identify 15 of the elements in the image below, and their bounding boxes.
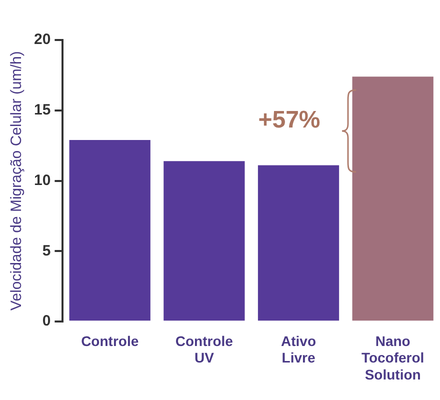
y-tick-label: 15 — [34, 102, 51, 119]
x-tick-label: Nano Tocoferol Solution — [361, 332, 424, 382]
y-tick-label: 10 — [34, 172, 51, 189]
annotation: +57% — [258, 106, 320, 134]
x-tick-label: Controle UV — [175, 332, 234, 366]
y-tick-label: 0 — [42, 312, 51, 330]
bar — [352, 76, 434, 321]
y-tick-label: 20 — [34, 31, 51, 48]
y-tick-label: 5 — [42, 242, 51, 260]
y-axis-title: Velocidade de Migração Celular (um/h) — [8, 51, 26, 310]
bar — [258, 165, 340, 321]
bar — [69, 140, 150, 321]
x-tick-label: Controle — [81, 332, 139, 349]
x-tick-label: Ativo Livre — [281, 332, 316, 366]
bar — [164, 161, 245, 321]
